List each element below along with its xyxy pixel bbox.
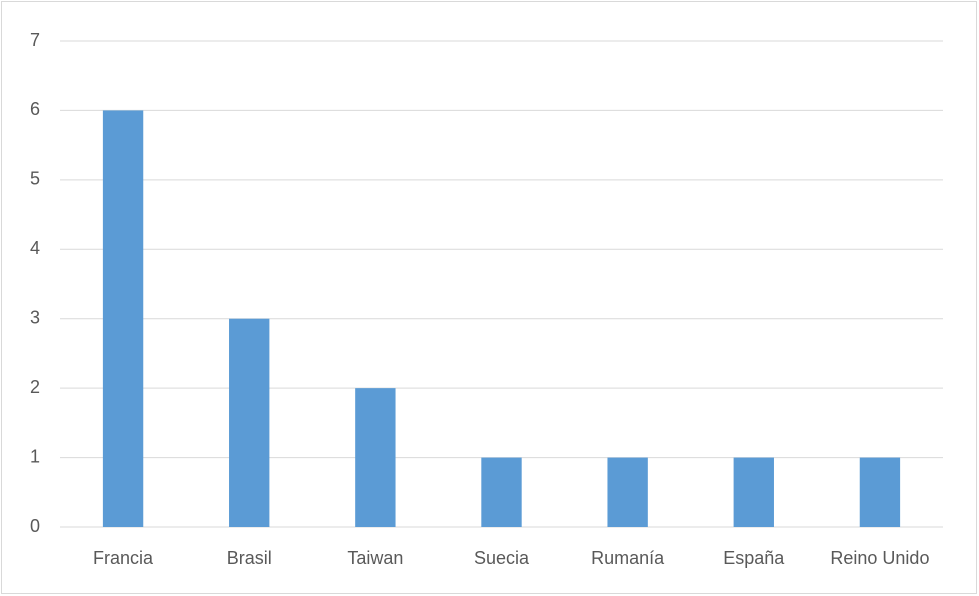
x-tick-label: Rumanía <box>591 548 665 568</box>
y-tick-label: 2 <box>30 377 40 397</box>
bar <box>102 110 144 527</box>
y-tick-label: 3 <box>30 307 40 327</box>
x-tick-label: Francia <box>93 548 154 568</box>
x-tick-label: Reino Unido <box>830 548 929 568</box>
bar <box>733 457 774 527</box>
x-tick-label: España <box>723 548 785 568</box>
y-tick-label: 5 <box>30 169 40 189</box>
bar <box>481 457 522 527</box>
y-tick-label: 6 <box>30 99 40 119</box>
y-tick-label: 7 <box>30 30 40 50</box>
bar <box>229 318 270 527</box>
x-tick-label: Suecia <box>474 548 530 568</box>
x-tick-label: Taiwan <box>347 548 403 568</box>
bar <box>355 388 396 527</box>
x-tick-label: Brasil <box>227 548 272 568</box>
bar <box>859 457 901 527</box>
y-tick-label: 4 <box>30 238 40 258</box>
y-tick-label: 1 <box>30 446 40 466</box>
y-tick-label: 0 <box>30 516 40 536</box>
bar <box>607 457 648 527</box>
